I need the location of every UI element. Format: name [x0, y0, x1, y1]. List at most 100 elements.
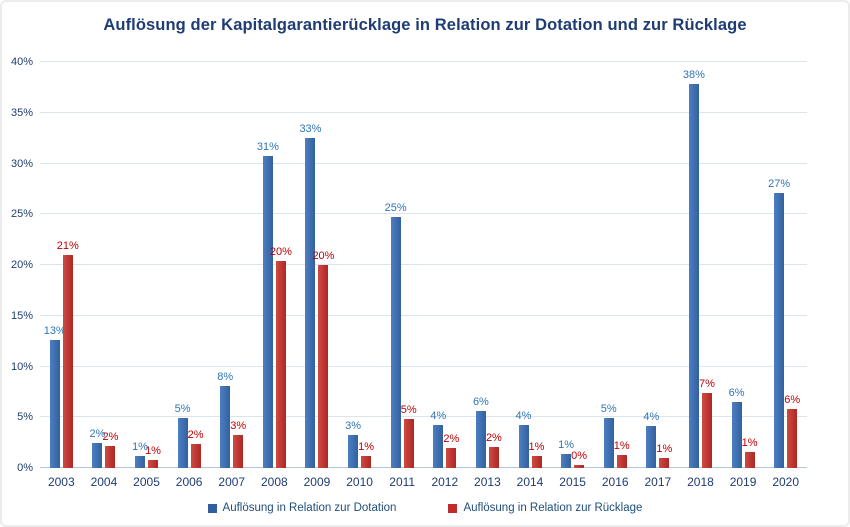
data-label-ruecklage-2003: 21%	[56, 239, 79, 252]
bar-ruecklage-2011	[403, 419, 414, 468]
gridline	[40, 111, 807, 113]
legend-item-ruecklage: Auflösung in Relation zur Rücklage	[448, 502, 642, 514]
y-tick-label: 20%	[10, 259, 33, 271]
data-label-ruecklage-2012: 2%	[443, 432, 460, 445]
gridline	[40, 264, 807, 265]
data-label-dotation-2009: 33%	[299, 123, 322, 136]
x-tick-label-2013: 2013	[474, 475, 501, 489]
x-tick-label-2009: 2009	[303, 475, 331, 489]
data-label-ruecklage-2016: 1%	[613, 439, 630, 452]
year-group-2016: 5% 1% 2016	[594, 62, 637, 489]
bar-dotation-2012	[433, 425, 444, 468]
bar-dotation-2003	[49, 340, 60, 468]
bar-ruecklage-2014	[531, 455, 542, 468]
data-label-dotation-2011: 25%	[384, 202, 407, 215]
data-label-ruecklage-2011: 5%	[400, 404, 417, 417]
year-group-2005: 1% 1% 2005	[125, 62, 168, 489]
x-tick-label-2020: 2020	[772, 475, 800, 489]
gridline	[40, 314, 807, 316]
year-group-2013: 6% 2% 2013	[466, 62, 509, 489]
bar-dotation-2004	[92, 442, 103, 468]
x-tick-label-2014: 2014	[516, 475, 544, 489]
data-label-ruecklage-2014: 1%	[528, 440, 545, 453]
year-group-2009: 33% 20% 2009	[296, 62, 339, 489]
data-label-ruecklage-2007: 3%	[230, 419, 247, 432]
data-label-ruecklage-2020: 6%	[784, 394, 801, 407]
data-label-dotation-2014: 4%	[515, 410, 532, 423]
data-label-ruecklage-2009: 20%	[312, 250, 335, 262]
legend-swatch-red-icon	[448, 503, 458, 513]
x-tick-label-2005: 2005	[133, 475, 160, 489]
gridline	[40, 213, 807, 215]
plot-area: 0% 5% 10% 15% 20% 25% 30% 35% 40% 13% 21% 2003 2% 2%…	[11, 56, 807, 489]
bar-ruecklage-2006	[190, 443, 201, 468]
data-label-ruecklage-2017: 1%	[656, 442, 673, 455]
bar-ruecklage-2017	[659, 457, 670, 468]
year-group-2003: 13% 21% 2003	[40, 62, 83, 489]
bar-groups: 13% 21% 2003 2% 2% 2004 1% 1% 2005 5% 2% 2006 8% 3% 20…	[40, 62, 807, 489]
y-tick-label: 25%	[10, 208, 33, 221]
bar-dotation-2015	[561, 453, 572, 468]
bar-ruecklage-2004	[105, 445, 116, 468]
data-label-dotation-2020: 27%	[768, 177, 791, 190]
bar-dotation-2005	[135, 455, 146, 468]
x-tick-label-2008: 2008	[261, 475, 288, 489]
data-label-dotation-2010: 3%	[345, 419, 362, 432]
bar-dotation-2020	[774, 192, 785, 468]
bar-ruecklage-2009	[318, 265, 329, 468]
year-group-2010: 3% 1% 2010	[338, 62, 381, 489]
data-label-dotation-2015: 1%	[558, 438, 575, 451]
gridline	[40, 365, 807, 367]
x-tick-label-2006: 2006	[175, 475, 203, 489]
data-label-dotation-2003: 13%	[43, 325, 66, 338]
legend-label-ruecklage: Auflösung in Relation zur Rücklage	[463, 502, 643, 514]
legend-label-dotation: Auflösung in Relation zur Dotation	[222, 502, 397, 514]
bar-ruecklage-2016	[616, 454, 627, 468]
x-tick-label-2004: 2004	[90, 475, 118, 489]
bar-ruecklage-2008	[275, 260, 286, 468]
y-tick-label: 5%	[17, 411, 33, 424]
year-group-2015: 1% 0% 2015	[551, 62, 594, 489]
x-tick-label-2003: 2003	[47, 475, 75, 489]
bar-ruecklage-2010	[361, 455, 372, 468]
x-tick-label-2007: 2007	[218, 475, 246, 489]
x-axis-line	[40, 467, 807, 468]
gridline	[40, 416, 807, 418]
year-group-2011: 25% 5% 2011	[381, 62, 424, 489]
year-group-2014: 4% 1% 2014	[509, 62, 552, 489]
bar-dotation-2007	[220, 385, 231, 468]
bar-dotation-2013	[475, 411, 486, 468]
bar-dotation-2016	[603, 418, 614, 468]
x-tick-label-2015: 2015	[559, 475, 586, 489]
year-group-2004: 2% 2% 2004	[83, 62, 126, 489]
year-group-2020: 27% 6% 2020	[764, 62, 807, 489]
data-label-dotation-2013: 6%	[472, 396, 489, 409]
year-group-2018: 38% 7% 2018	[679, 62, 722, 489]
bar-dotation-2010	[348, 434, 359, 468]
data-label-dotation-2004: 2%	[89, 427, 106, 440]
y-tick-label: 35%	[10, 106, 33, 119]
legend-swatch-blue-icon	[207, 503, 217, 513]
chart-title: Auflösung der Kapitalgarantierücklage in…	[103, 16, 747, 34]
bar-ruecklage-2012	[446, 447, 457, 468]
data-label-dotation-2012: 4%	[430, 410, 447, 423]
data-label-ruecklage-2010: 1%	[358, 440, 375, 453]
year-group-2006: 5% 2% 2006	[168, 62, 211, 489]
y-tick-label: 40%	[10, 56, 33, 68]
x-tick-label-2019: 2019	[729, 475, 757, 489]
bar-dotation-2017	[646, 426, 657, 468]
data-label-dotation-2017: 4%	[643, 411, 660, 424]
bar-ruecklage-2018	[701, 392, 712, 468]
data-label-dotation-2006: 5%	[174, 403, 191, 416]
data-label-dotation-2008: 31%	[256, 141, 279, 154]
gridline	[40, 61, 807, 62]
bar-dotation-2009	[305, 138, 316, 468]
x-tick-label-2018: 2018	[687, 475, 714, 489]
data-label-ruecklage-2015: 0%	[571, 449, 588, 462]
data-label-ruecklage-2005: 1%	[145, 444, 161, 457]
bar-dotation-2018	[688, 84, 699, 468]
bar-ruecklage-2019	[744, 451, 755, 468]
data-label-ruecklage-2004: 2%	[102, 430, 119, 443]
x-tick-label-2011: 2011	[389, 475, 416, 489]
